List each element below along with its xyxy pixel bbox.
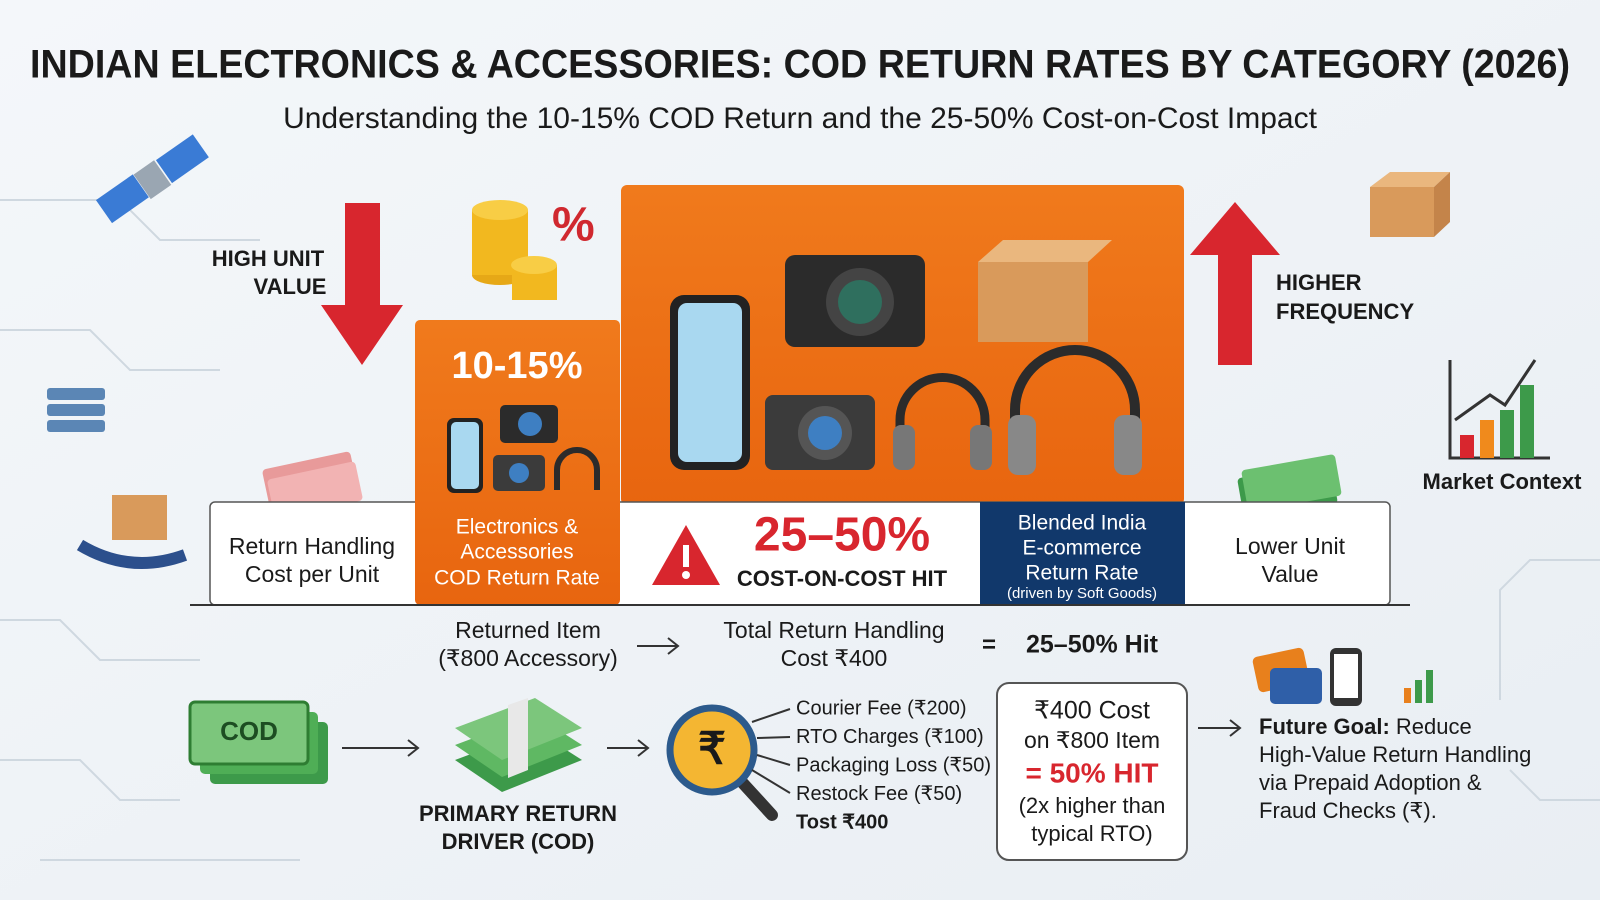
callout-hit: = 50% HIT xyxy=(1025,757,1158,788)
equals: = xyxy=(982,631,996,658)
breakdown-item: Restock Fee (₹50) xyxy=(796,783,962,805)
magnifier-icon xyxy=(666,704,778,821)
money-stack-icon xyxy=(455,698,582,792)
goal-text: Fraud Checks (₹). xyxy=(1259,798,1437,823)
percent-glyph: % xyxy=(552,199,595,252)
callout-text: on ₹800 Item xyxy=(1024,727,1160,753)
goal-line: Reduce xyxy=(1390,714,1472,739)
server-icon xyxy=(47,388,105,432)
panel-text: COD Return Rate xyxy=(434,567,600,590)
down-arrow xyxy=(321,203,403,365)
panel-note: (driven by Soft Goods) xyxy=(1007,585,1157,602)
side-label: FREQUENCY xyxy=(1276,299,1414,324)
breakdown-total: Tost ₹400 xyxy=(796,811,888,833)
goal-text: High-Value Return Handling xyxy=(1259,742,1531,767)
panel-text: Accessories xyxy=(460,541,573,564)
satellite-icon xyxy=(95,134,209,224)
side-label: HIGHER xyxy=(1276,270,1362,295)
equation-text: Total Return Handling xyxy=(723,617,944,643)
panel-text: Return Handling xyxy=(229,533,395,559)
arrow xyxy=(637,637,680,655)
equation-result: 25–50% Hit xyxy=(1026,631,1159,659)
side-label: VALUE xyxy=(254,274,327,299)
panel-text: Lower Unit xyxy=(1235,533,1346,559)
panel-text: Blended India xyxy=(1018,512,1147,535)
callout-text: ₹400 Cost xyxy=(1034,697,1150,725)
breakdown-item: Packaging Loss (₹50) xyxy=(796,754,991,776)
equation-text: (₹800 Accessory) xyxy=(438,645,618,671)
box-icon xyxy=(1370,172,1450,237)
rupee-glyph: ₹ xyxy=(698,725,726,774)
side-label: HIGH UNIT xyxy=(212,246,325,271)
breakdown-arrows xyxy=(751,708,791,794)
cod-bills-icon xyxy=(188,700,328,784)
arrow xyxy=(1198,719,1242,737)
callout-text: typical RTO) xyxy=(1031,821,1152,846)
products-icons xyxy=(670,240,1142,475)
market-label: Market Context xyxy=(1423,469,1583,494)
panel-headline: 25–50% xyxy=(754,509,930,562)
small-product-icons xyxy=(447,405,600,493)
hand-box-icon xyxy=(76,495,188,569)
panel-text: Return Rate xyxy=(1025,562,1138,585)
up-arrow xyxy=(1190,202,1280,365)
goal-text: via Prepaid Adoption & xyxy=(1259,770,1482,795)
driver-label: DRIVER (COD) xyxy=(442,829,595,854)
goal-label: Future Goal: xyxy=(1259,714,1390,739)
payment-icons xyxy=(1252,647,1433,706)
driver-label: PRIMARY RETURN xyxy=(419,801,617,826)
cod-label: COD xyxy=(220,716,278,746)
callout-text: (2x higher than xyxy=(1019,793,1166,818)
subtitle: Understanding the 10-15% COD Return and … xyxy=(283,102,1318,135)
breakdown-item: Courier Fee (₹200) xyxy=(796,697,967,719)
market-chart-icon xyxy=(1448,359,1550,460)
circuit-lines xyxy=(0,199,1600,861)
breakdown-item: RTO Charges (₹100) xyxy=(796,726,984,748)
panel-text: Value xyxy=(1261,561,1318,587)
arrow xyxy=(607,739,650,757)
panel-text: COST-ON-COST HIT xyxy=(737,566,948,591)
panel-text: Cost per Unit xyxy=(245,561,380,587)
equation-text: Returned Item xyxy=(455,617,601,643)
callout-box xyxy=(996,682,1188,861)
panel-headline: 10-15% xyxy=(452,345,583,387)
panel-text: E-commerce xyxy=(1022,537,1141,560)
goal-text: Future Goal: Reduce xyxy=(1259,714,1472,739)
arrow xyxy=(342,739,420,757)
equation-text: Cost ₹400 xyxy=(781,645,888,671)
panel-text: Electronics & xyxy=(456,516,579,539)
blended-panel xyxy=(980,502,1185,605)
coins-icon: % xyxy=(472,199,595,300)
title: INDIAN ELECTRONICS & ACCESSORIES: COD RE… xyxy=(30,43,1570,87)
